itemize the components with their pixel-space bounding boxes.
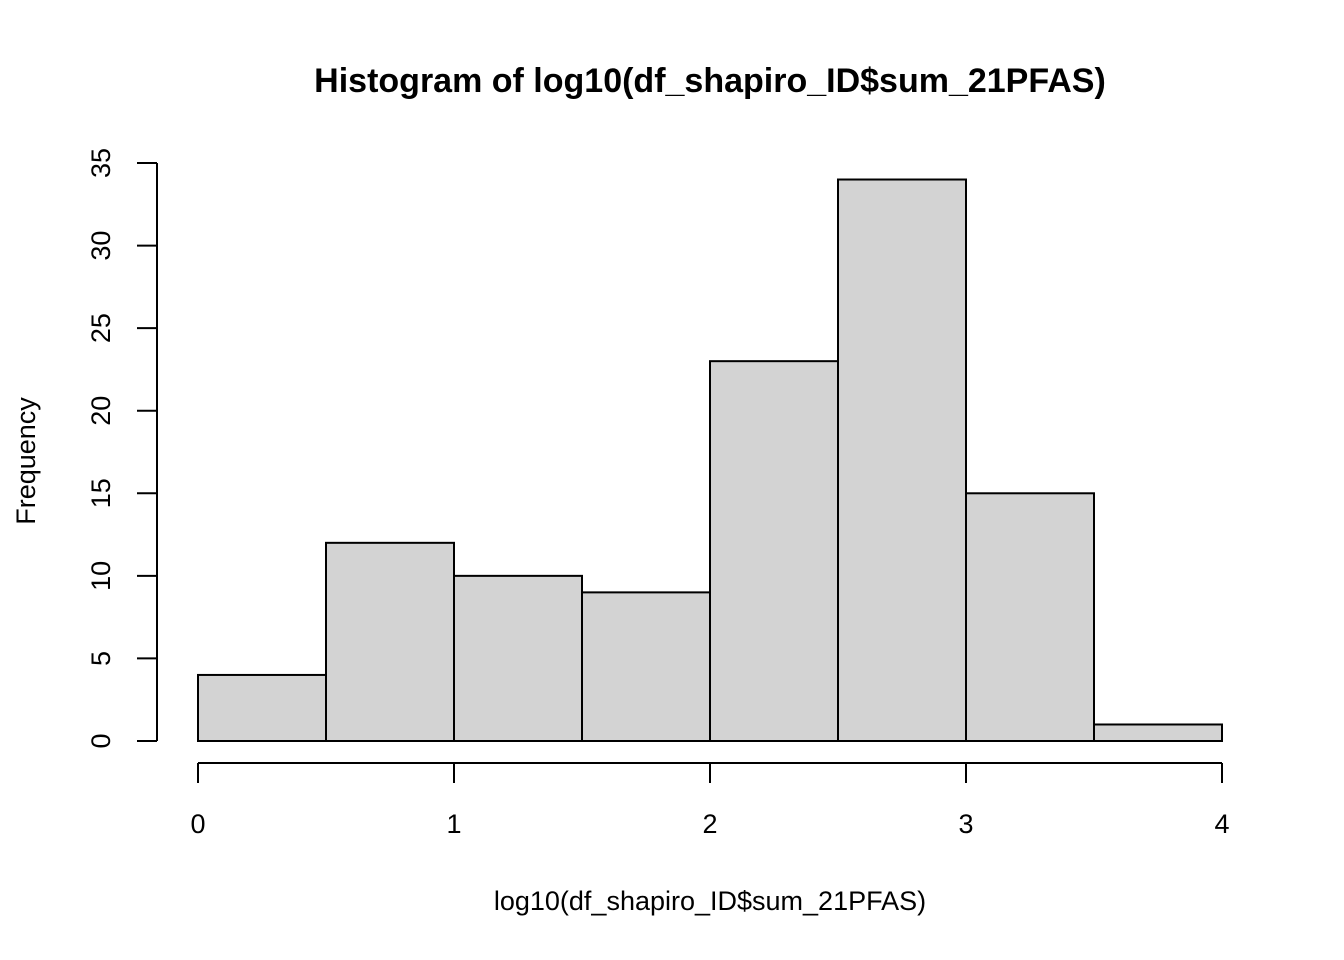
y-axis: 0 5 10 15 20 25 30 35 xyxy=(86,148,158,749)
histogram-bar-3 xyxy=(581,591,711,742)
y-tick-label-0: 0 xyxy=(86,733,116,748)
histogram-bar-0 xyxy=(197,673,327,743)
x-tick-label-0: 0 xyxy=(190,809,205,839)
histogram-bar-4 xyxy=(709,360,839,742)
x-tick-label-2: 2 xyxy=(702,809,717,839)
y-tick-label-7: 35 xyxy=(86,148,116,178)
x-tick-label-4: 4 xyxy=(1214,809,1229,839)
y-tick-label-5: 25 xyxy=(86,313,116,343)
y-tick-label-4: 20 xyxy=(86,396,116,426)
histogram-bar-6 xyxy=(965,492,1095,742)
histogram-bar-1 xyxy=(325,541,455,742)
histogram-bar-7 xyxy=(1093,723,1223,743)
y-tick-label-6: 30 xyxy=(86,231,116,261)
y-axis-label: Frequency xyxy=(11,397,41,525)
histogram-bar-2 xyxy=(453,574,583,742)
bars-group xyxy=(197,178,1223,743)
y-tick-label-1: 5 xyxy=(86,651,116,666)
y-tick-label-2: 10 xyxy=(86,561,116,591)
y-tick-label-3: 15 xyxy=(86,478,116,508)
x-tick-label-1: 1 xyxy=(446,809,461,839)
x-tick-label-3: 3 xyxy=(958,809,973,839)
x-axis-label: log10(df_shapiro_ID$sum_21PFAS) xyxy=(494,886,926,916)
histogram-bar-5 xyxy=(837,178,967,742)
x-axis: 0 1 2 3 4 xyxy=(190,762,1230,839)
chart-title: Histogram of log10(df_shapiro_ID$sum_21P… xyxy=(314,62,1106,100)
